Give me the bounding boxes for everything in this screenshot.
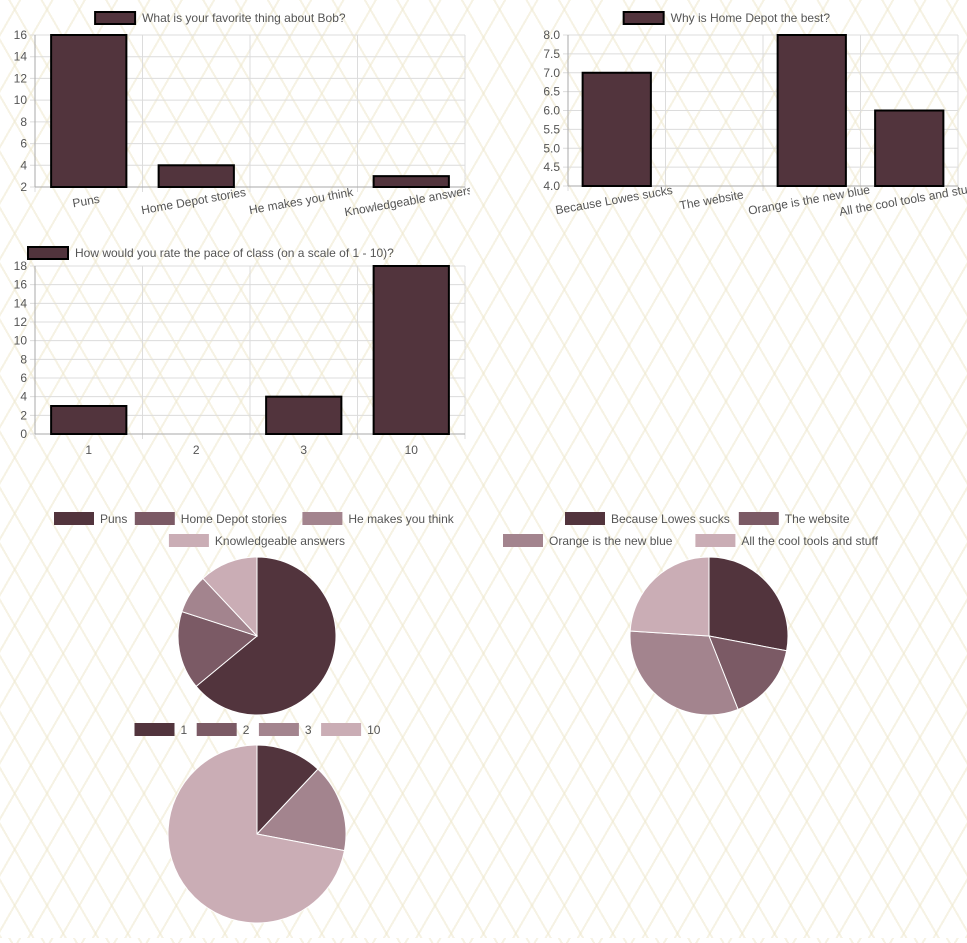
pie3-legend-swatch <box>134 723 175 736</box>
pie-chart-favorite-thing: Puns Home Depot stories He makes you think… <box>0 505 515 720</box>
pie-chart-pace-svg: 1 2 3 10 <box>134 723 381 924</box>
chart1-xtick-label: Knowledgeable answers <box>343 183 470 219</box>
chart3-ytick-label: 2 <box>20 408 27 422</box>
chart1-ytick-label: 12 <box>14 71 28 85</box>
pie3-legend-label: 3 <box>305 723 312 737</box>
pie2-legend-label: Because Lowes sucks <box>611 512 730 526</box>
pie2-legend-label: All the cool tools and stuff <box>741 534 878 548</box>
chart2-ytick-label: 8.0 <box>543 28 560 42</box>
chart3-xtick-label: 10 <box>405 443 419 457</box>
chart3-legend-label: How would you rate the pace of class (on… <box>75 246 394 260</box>
chart3-ytick-label: 4 <box>20 390 27 404</box>
pie2-slice <box>708 556 789 652</box>
chart3-ytick-label: 0 <box>20 427 27 441</box>
bar-chart-favorite-thing-svg: What is your favorite thing about Bob? 2 4… <box>14 11 474 219</box>
pie2-slice <box>708 635 788 711</box>
chart1-legend-label: What is your favorite thing about Bob? <box>142 11 346 25</box>
chart2-xtick-label: Because Lowes sucks <box>554 183 673 217</box>
chart3-ytick-label: 14 <box>14 296 28 310</box>
chart1-ytick-label: 8 <box>20 115 27 129</box>
chart3-ytick-label: 16 <box>14 278 28 292</box>
bar-chart-pace: How would you rate the pace of class (on… <box>0 235 470 465</box>
bar-chart-favorite-thing: What is your favorite thing about Bob? 2 4… <box>0 0 474 240</box>
pie1-legend-swatch <box>302 512 343 525</box>
chart3-ytick-label: 10 <box>14 334 28 348</box>
chart3-xtick-label: 3 <box>300 443 307 457</box>
pie3-legend-label: 1 <box>181 723 188 737</box>
pie1-legend-swatch <box>54 512 94 525</box>
chart1-bar <box>157 164 235 189</box>
chart3-ytick-label: 8 <box>20 352 27 366</box>
chart2-ytick-label: 5.5 <box>543 122 560 136</box>
pie3-legend-swatch <box>196 723 237 736</box>
chart1-bar <box>50 34 128 188</box>
chart3-ytick-label: 6 <box>20 371 27 385</box>
pie3-legend-label: 2 <box>243 723 250 737</box>
pie1-legend-label: He makes you think <box>348 512 454 526</box>
pie-chart-home-depot: Because Lowes sucks The website Orange is … <box>452 505 967 720</box>
bar-chart-pace-svg: How would you rate the pace of class (on… <box>14 246 466 457</box>
pie-chart-pace: 1 2 3 10 <box>0 717 515 938</box>
pie2-slice <box>629 556 710 637</box>
pie2-legend-swatch <box>503 534 543 547</box>
pie3-legend-label: 10 <box>367 723 381 737</box>
chart3-xtick-label: 1 <box>85 443 92 457</box>
pie3-slice <box>256 768 347 852</box>
bar-chart-home-depot-svg: Why is Home Depot the best? 4.0 4.5 5.0 5.5 6… <box>543 11 967 219</box>
chart2-ytick-label: 4.0 <box>543 179 560 193</box>
pie3-slice <box>167 744 346 924</box>
pie2-legend-swatch <box>695 534 736 547</box>
pie2-legend-swatch <box>565 512 605 525</box>
chart1-ytick-label: 16 <box>14 28 28 42</box>
chart1-legend-swatch <box>94 11 137 25</box>
chart2-ytick-label: 4.5 <box>543 160 560 174</box>
pie1-legend-label: Home Depot stories <box>181 512 287 526</box>
bar-chart-home-depot: Why is Home Depot the best? 4.0 4.5 5.0 5.5 6… <box>490 0 967 240</box>
chart1-ytick-label: 10 <box>14 93 28 107</box>
pie3-legend-swatch <box>321 723 362 736</box>
chart1-ytick-label: 6 <box>20 137 27 151</box>
chart3-bar <box>372 265 450 435</box>
pie2-legend-swatch <box>738 512 779 525</box>
pie2-legend-label: Orange is the new blue <box>549 534 673 548</box>
pie1-slice <box>195 556 337 716</box>
chart2-bar <box>776 34 847 187</box>
pie2-legend-label: The website <box>785 512 850 526</box>
chart2-ytick-label: 6.0 <box>543 104 560 118</box>
chart2-bar <box>581 71 652 187</box>
chart1-ytick-label: 2 <box>20 180 27 194</box>
chart2-xtick-label: The website <box>678 187 744 212</box>
chart2-ytick-label: 5.0 <box>543 141 560 155</box>
pie1-slice <box>202 556 258 638</box>
chart2-legend-label: Why is Home Depot the best? <box>671 11 831 25</box>
pie-chart-home-depot-svg: Because Lowes sucks The website Orange is … <box>503 512 879 716</box>
pie-chart-favorite-thing-svg: Puns Home Depot stories He makes you think… <box>54 512 455 716</box>
chart1-xtick-label: Home Depot stories <box>140 185 247 217</box>
chart3-ytick-label: 18 <box>14 259 28 273</box>
chart2-ytick-label: 7.5 <box>543 47 560 61</box>
chart2-bar <box>874 109 945 187</box>
chart1-xtick-label: Puns <box>71 192 100 211</box>
chart2-legend-swatch <box>622 11 665 25</box>
chart3-xtick-label: 2 <box>193 443 200 457</box>
pie1-legend-swatch <box>134 512 175 525</box>
pie1-legend-label: Puns <box>100 512 127 526</box>
chart3-bar <box>50 405 128 435</box>
pie1-legend-label: Knowledgeable answers <box>215 534 345 548</box>
pie3-slice <box>256 744 319 836</box>
pie2-slice <box>629 630 739 716</box>
chart1-bar <box>372 175 450 188</box>
pie1-legend-swatch <box>168 534 209 547</box>
pie3-legend-swatch <box>258 723 299 736</box>
chart1-ytick-label: 4 <box>20 158 27 172</box>
chart2-ytick-label: 7.0 <box>543 66 560 80</box>
chart1-xtick-label: He makes you think <box>248 185 355 217</box>
pie1-slice <box>177 610 259 688</box>
chart3-ytick-label: 12 <box>14 315 28 329</box>
chart2-ytick-label: 6.5 <box>543 85 560 99</box>
chart3-legend-swatch <box>27 246 69 260</box>
chart1-ytick-label: 14 <box>14 50 28 64</box>
chart3-bar <box>265 395 343 436</box>
